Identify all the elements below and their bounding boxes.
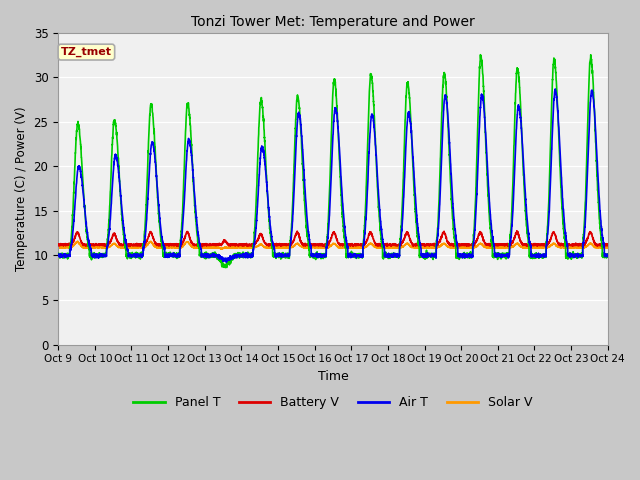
- Air T: [456, 253, 464, 259]
- Solar V: [456, 244, 464, 250]
- Panel T: [477, 52, 484, 58]
- Panel T: [153, 183, 161, 189]
- Panel T: [221, 264, 229, 270]
- Solar V: [426, 245, 434, 251]
- Air T: [153, 179, 161, 184]
- Solar V: [153, 244, 161, 250]
- Battery V: [604, 242, 611, 248]
- Air T: [604, 253, 611, 259]
- Air T: [426, 252, 433, 258]
- Battery V: [153, 241, 161, 247]
- Solar V: [54, 244, 62, 250]
- Line: Solar V: Solar V: [58, 241, 608, 249]
- Battery V: [456, 243, 464, 249]
- Panel T: [456, 252, 464, 258]
- Battery V: [198, 244, 206, 250]
- Air T: [312, 250, 320, 256]
- Panel T: [426, 253, 433, 259]
- Panel T: [488, 240, 495, 245]
- X-axis label: Time: Time: [317, 370, 348, 383]
- Air T: [223, 260, 230, 265]
- Panel T: [604, 251, 611, 257]
- Panel T: [312, 252, 320, 257]
- Air T: [54, 252, 62, 258]
- Solar V: [313, 244, 321, 250]
- Solar V: [218, 246, 225, 252]
- Air T: [552, 86, 559, 92]
- Battery V: [604, 242, 612, 248]
- Panel T: [54, 252, 62, 258]
- Air T: [488, 221, 495, 227]
- Line: Air T: Air T: [58, 89, 608, 263]
- Line: Panel T: Panel T: [58, 55, 608, 267]
- Battery V: [426, 242, 433, 248]
- Line: Battery V: Battery V: [58, 231, 608, 247]
- Solar V: [74, 239, 81, 244]
- Panel T: [604, 253, 612, 259]
- Battery V: [312, 241, 320, 247]
- Solar V: [604, 245, 612, 251]
- Solar V: [604, 245, 611, 251]
- Title: Tonzi Tower Met: Temperature and Power: Tonzi Tower Met: Temperature and Power: [191, 15, 475, 29]
- Legend: Panel T, Battery V, Air T, Solar V: Panel T, Battery V, Air T, Solar V: [129, 391, 538, 414]
- Solar V: [488, 244, 495, 250]
- Battery V: [488, 241, 495, 247]
- Battery V: [513, 228, 521, 234]
- Air T: [604, 253, 612, 259]
- Text: TZ_tmet: TZ_tmet: [61, 47, 112, 57]
- Y-axis label: Temperature (C) / Power (V): Temperature (C) / Power (V): [15, 107, 28, 271]
- Battery V: [54, 241, 62, 247]
